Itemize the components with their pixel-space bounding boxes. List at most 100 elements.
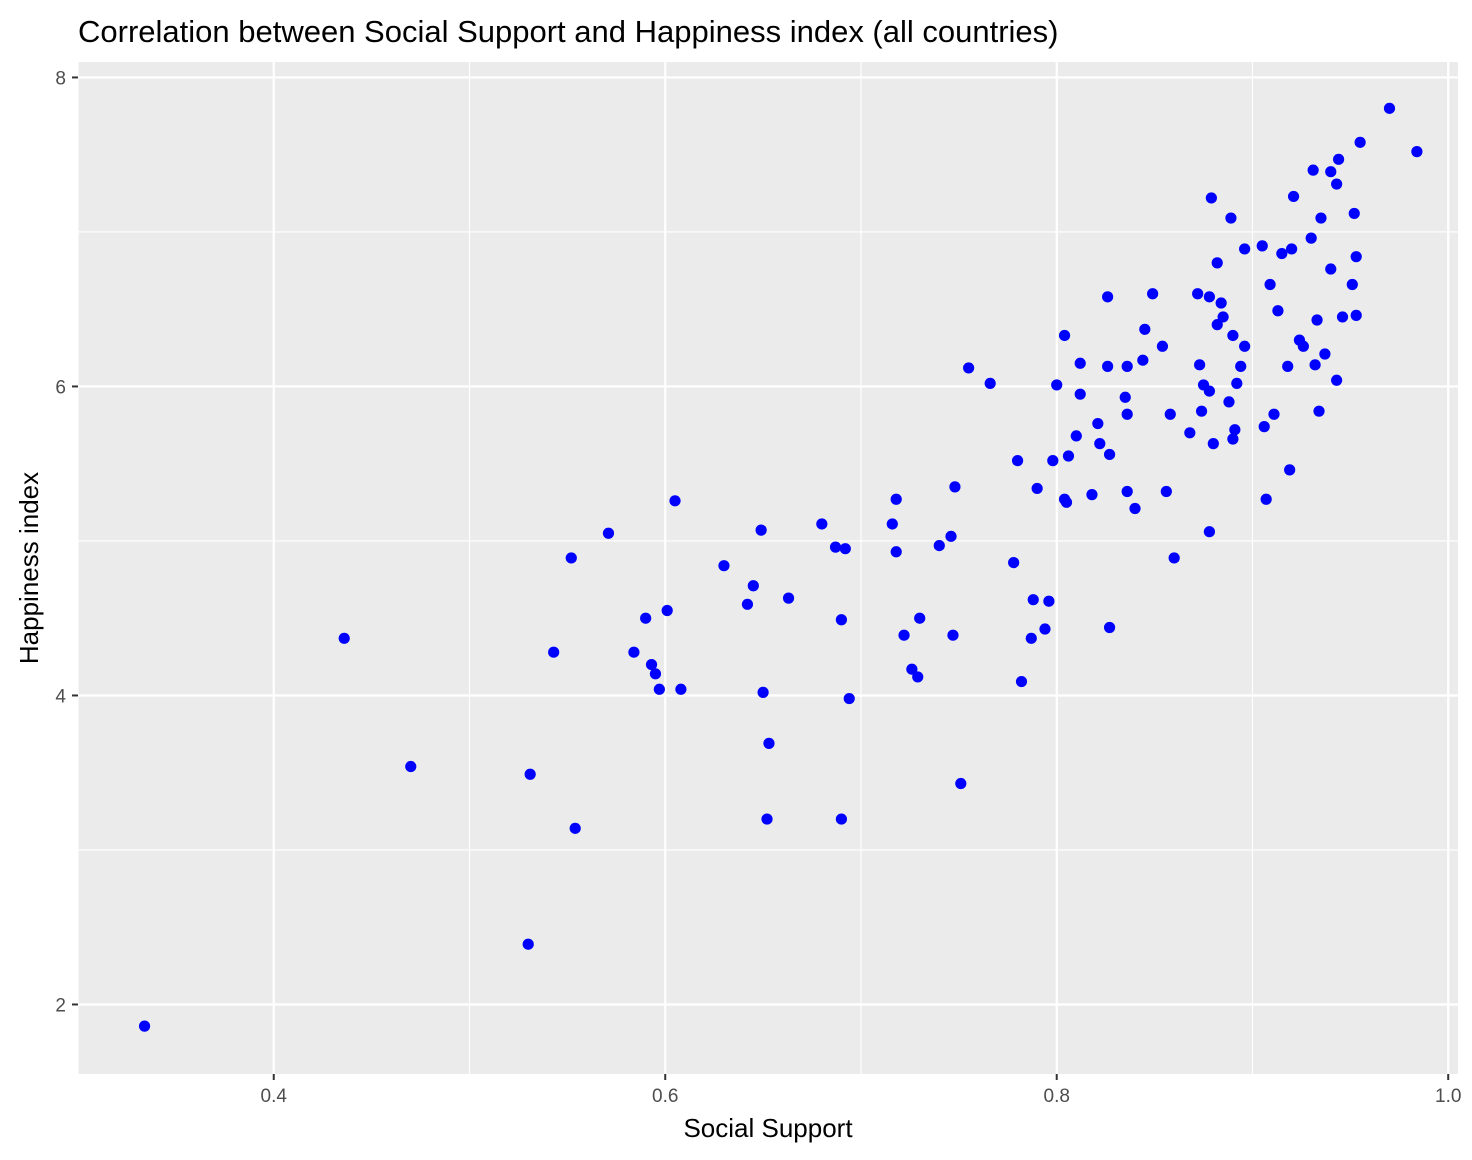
y-tick-label: 2 [55, 995, 66, 1016]
data-point [757, 686, 769, 698]
data-point [1336, 311, 1349, 323]
data-point [1058, 329, 1071, 342]
data-point [1309, 359, 1321, 371]
data-point [1102, 291, 1114, 303]
data-point [890, 493, 902, 505]
data-point [1121, 485, 1133, 498]
data-point [1217, 311, 1229, 323]
data-point [1194, 359, 1206, 371]
y-tick-label: 6 [55, 377, 66, 398]
data-point [949, 481, 961, 493]
data-point [1332, 153, 1345, 165]
data-point [1223, 396, 1235, 408]
x-tick-label: 0.8 [1044, 1086, 1070, 1107]
data-point [1168, 552, 1180, 564]
data-point [1331, 178, 1343, 190]
data-point [1315, 212, 1327, 224]
data-point [1203, 291, 1216, 303]
data-point [1103, 621, 1116, 634]
data-point [1211, 257, 1223, 269]
data-point [405, 760, 417, 773]
data-point [569, 822, 581, 834]
y-tick-label: 8 [55, 68, 66, 89]
data-point [1192, 288, 1204, 300]
data-point [1184, 427, 1196, 439]
data-point [675, 683, 687, 695]
data-point [548, 646, 560, 658]
data-point [984, 377, 996, 389]
data-point [835, 813, 848, 825]
data-point [933, 539, 945, 552]
data-point [1239, 243, 1251, 255]
data-point [1092, 417, 1104, 430]
minor-gridlines [77, 62, 1458, 1074]
data-point [1102, 360, 1114, 372]
data-point [565, 552, 577, 564]
data-point [1227, 433, 1239, 445]
data-point [906, 663, 918, 675]
data-point [1235, 360, 1247, 372]
data-point [829, 541, 842, 553]
data-point [1286, 243, 1298, 255]
data-point [1260, 493, 1272, 505]
y-axis: 2 4 6 8 [55, 68, 78, 1016]
data-point [1015, 675, 1028, 688]
data-point [890, 546, 902, 558]
x-axis-title: Social Support [683, 1113, 853, 1143]
data-point [1282, 360, 1294, 372]
data-point [1297, 340, 1309, 352]
data-point [645, 658, 658, 671]
x-axis: 0.4 0.6 0.8 1.0 [261, 1074, 1461, 1107]
data-point [755, 524, 767, 536]
data-point [914, 612, 926, 624]
data-point [1094, 438, 1106, 450]
data-point [1060, 496, 1073, 508]
data-point [1227, 329, 1239, 342]
data-point [1215, 297, 1227, 309]
data-point [816, 518, 828, 530]
data-point [661, 604, 673, 617]
data-point [1325, 263, 1337, 275]
data-point [1121, 408, 1133, 420]
data-point [1139, 323, 1151, 335]
data-point [1147, 288, 1159, 300]
data-point [1305, 232, 1317, 244]
data-point [1411, 146, 1423, 158]
data-point [898, 629, 910, 641]
data-point [1287, 190, 1300, 203]
data-point [1027, 594, 1039, 606]
data-point [1207, 438, 1219, 450]
data-point [1346, 278, 1358, 291]
data-point [524, 768, 536, 780]
data-point [835, 614, 848, 626]
data-point [886, 518, 898, 530]
data-point [1156, 340, 1169, 352]
x-tick-label: 1.0 [1435, 1086, 1461, 1107]
data-point [1256, 240, 1268, 252]
data-point [1129, 502, 1141, 515]
y-axis-title: Happiness index [14, 472, 44, 664]
data-point [1211, 319, 1223, 331]
data-point [602, 527, 615, 539]
data-point [1272, 305, 1284, 317]
data-point [1031, 482, 1043, 495]
data-point [1311, 314, 1323, 326]
data-point [1043, 595, 1055, 607]
data-point [763, 737, 775, 749]
data-point [1047, 455, 1059, 467]
data-point [1074, 388, 1086, 400]
data-point [1103, 448, 1116, 461]
data-point [1307, 164, 1319, 176]
major-gridlines [78, 62, 1458, 1074]
data-point [912, 671, 924, 683]
data-point [1137, 354, 1149, 366]
data-point [947, 629, 959, 641]
data-point [1350, 251, 1362, 263]
data-point [1319, 348, 1331, 360]
data-point [640, 612, 652, 624]
data-point [1231, 377, 1243, 389]
data-point [1086, 489, 1098, 501]
data-point [628, 646, 640, 658]
data-point [1205, 192, 1217, 204]
